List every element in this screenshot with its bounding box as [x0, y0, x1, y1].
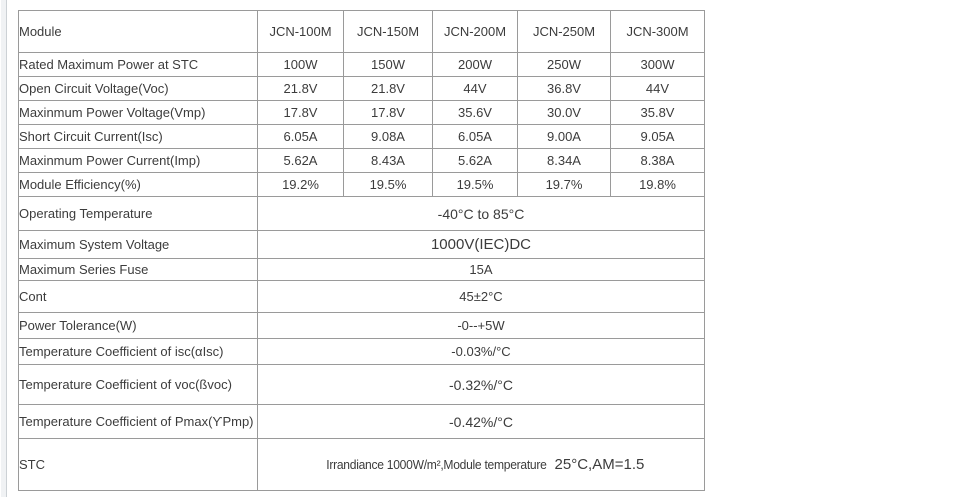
- table-row-operating-temperature: Operating Temperature -40°C to 85°C: [18, 196, 705, 231]
- row-label: Open Circuit Voltage(Voc): [18, 76, 258, 101]
- table-row-temp-coeff-pmax: Temperature Coefficient of Pmax(ϒPmp) -0…: [18, 404, 705, 439]
- spec-value-cell: 35.6V: [432, 100, 518, 125]
- merged-value-cell: -0.32%/°C: [257, 364, 705, 405]
- header-row: Module JCN-100M JCN-150M JCN-200M JCN-25…: [18, 10, 705, 53]
- merged-value-cell: 15A: [257, 258, 705, 281]
- row-label: Cont: [18, 280, 258, 313]
- row-label: Rated Maximum Power at STC: [18, 52, 258, 77]
- spec-value-cell: 36.8V: [517, 76, 611, 101]
- spec-value-cell: 100W: [257, 52, 344, 77]
- module-header-cell: Module: [18, 10, 258, 53]
- row-label: Power Tolerance(W): [18, 312, 258, 339]
- table-row-temp-coeff-isc: Temperature Coefficient of isc(αIsc) -0.…: [18, 338, 705, 365]
- spec-value-cell: 6.05A: [257, 124, 344, 149]
- row-label: Maximum Series Fuse: [18, 258, 258, 281]
- spec-value-cell: 19.2%: [257, 172, 344, 197]
- spec-value-cell: 17.8V: [343, 100, 433, 125]
- spec-value-cell: 19.5%: [432, 172, 518, 197]
- row-label: Module Efficiency(%): [18, 172, 258, 197]
- merged-value-cell: -0.42%/°C: [257, 404, 705, 439]
- spec-value-cell: 21.8V: [257, 76, 344, 101]
- row-label: Operating Temperature: [18, 196, 258, 231]
- table-row-power-tolerance: Power Tolerance(W) -0--+5W: [18, 312, 705, 339]
- table-row-cont: Cont 45±2°C: [18, 280, 705, 313]
- row-label: Maxinmum Power Voltage(Vmp): [18, 100, 258, 125]
- spec-value-cell: 6.05A: [432, 124, 518, 149]
- spec-value-cell: 8.34A: [517, 148, 611, 173]
- spec-value-cell: 150W: [343, 52, 433, 77]
- spec-value-cell: 9.08A: [343, 124, 433, 149]
- table-row-stc: STC Irrandiance 1000W/m²,Module temperat…: [18, 438, 705, 491]
- spec-value-cell: 44V: [432, 76, 518, 101]
- spec-value-cell: 5.62A: [432, 148, 518, 173]
- merged-value-cell: 1000V(IEC)DC: [257, 230, 705, 259]
- spec-value-cell: 8.43A: [343, 148, 433, 173]
- table-row-temp-coeff-voc: Temperature Coefficient of voc(ßvoc) -0.…: [18, 364, 705, 405]
- spec-value-cell: 250W: [517, 52, 611, 77]
- column-header-jcn-250m: JCN-250M: [517, 10, 611, 53]
- column-header-jcn-300m: JCN-300M: [610, 10, 705, 53]
- row-label: Maxinmum Power Current(Imp): [18, 148, 258, 173]
- stc-value-am: 25°C,AM=1.5: [554, 456, 645, 473]
- merged-value-cell: -0.03%/°C: [257, 338, 705, 365]
- column-header-jcn-100m: JCN-100M: [257, 10, 344, 53]
- row-label: Temperature Coefficient of isc(αIsc): [18, 338, 258, 365]
- row-label: Short Circuit Current(Isc): [18, 124, 258, 149]
- spec-value-cell: 21.8V: [343, 76, 433, 101]
- spec-value-cell: 44V: [610, 76, 705, 101]
- table-row-voc: Open Circuit Voltage(Voc) 21.8V 21.8V 44…: [18, 76, 705, 101]
- spec-value-cell: 5.62A: [257, 148, 344, 173]
- table-row-max-system-voltage: Maximum System Voltage 1000V(IEC)DC: [18, 230, 705, 259]
- row-label: Maximum System Voltage: [18, 230, 258, 259]
- stc-value-conditions: Irrandiance 1000W/m²,Module temperature: [325, 457, 547, 472]
- spec-value-cell: 35.8V: [610, 100, 705, 125]
- merged-value-cell: 45±2°C: [257, 280, 705, 313]
- table-row-isc: Short Circuit Current(Isc) 6.05A 9.08A 6…: [18, 124, 705, 149]
- page-edge-strip: [1, 0, 7, 497]
- column-header-jcn-150m: JCN-150M: [343, 10, 433, 53]
- spec-value-cell: 19.8%: [610, 172, 705, 197]
- spec-value-cell: 200W: [432, 52, 518, 77]
- spec-value-cell: 19.5%: [343, 172, 433, 197]
- column-header-jcn-200m: JCN-200M: [432, 10, 518, 53]
- merged-value-cell: -40°C to 85°C: [257, 196, 705, 231]
- stc-value-cell: Irrandiance 1000W/m²,Module temperature …: [257, 438, 705, 491]
- table-row-vmp: Maxinmum Power Voltage(Vmp) 17.8V 17.8V …: [18, 100, 705, 125]
- module-spec-table: Module JCN-100M JCN-150M JCN-200M JCN-25…: [18, 10, 705, 491]
- table-row-efficiency: Module Efficiency(%) 19.2% 19.5% 19.5% 1…: [18, 172, 705, 197]
- spec-value-cell: 19.7%: [517, 172, 611, 197]
- spec-value-cell: 9.05A: [610, 124, 705, 149]
- row-label: Temperature Coefficient of voc(ßvoc): [18, 364, 258, 405]
- table-row-imp: Maxinmum Power Current(Imp) 5.62A 8.43A …: [18, 148, 705, 173]
- spec-value-cell: 30.0V: [517, 100, 611, 125]
- row-label: Temperature Coefficient of Pmax(ϒPmp): [18, 404, 258, 439]
- spec-value-cell: 300W: [610, 52, 705, 77]
- spec-value-cell: 8.38A: [610, 148, 705, 173]
- row-label: STC: [18, 438, 258, 491]
- table-row-max-series-fuse: Maximum Series Fuse 15A: [18, 258, 705, 281]
- merged-value-cell: -0--+5W: [257, 312, 705, 339]
- spec-value-cell: 17.8V: [257, 100, 344, 125]
- spec-value-cell: 9.00A: [517, 124, 611, 149]
- table-row-rated-power: Rated Maximum Power at STC 100W 150W 200…: [18, 52, 705, 77]
